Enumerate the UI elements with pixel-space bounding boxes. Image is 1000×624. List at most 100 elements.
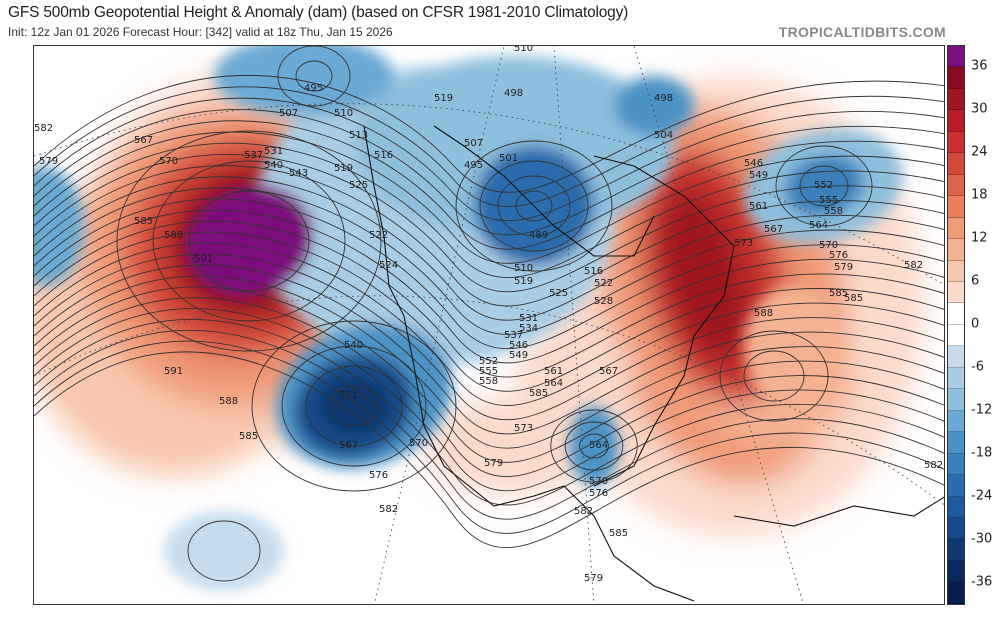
colorbar-bin <box>948 281 964 304</box>
height-contour <box>34 176 944 321</box>
contour-label: 495 <box>304 83 323 94</box>
height-contour <box>116 130 382 352</box>
contour-label: 504 <box>654 130 673 141</box>
contour-label: 534 <box>519 323 538 334</box>
contour-label: 570 <box>159 156 178 167</box>
contour-label: 558 <box>824 206 843 217</box>
colorbar-bin <box>948 432 964 454</box>
height-contour <box>515 190 553 222</box>
height-contour <box>34 319 944 506</box>
colorbar-label: 18 <box>971 187 988 203</box>
height-contour <box>34 75 944 193</box>
height-contour <box>34 242 944 406</box>
colorbar-bin <box>948 131 964 154</box>
contour-label: 579 <box>484 458 503 469</box>
colorbar-bin <box>948 67 964 89</box>
contour-label: 513 <box>349 130 368 141</box>
contour-label: 540 <box>344 340 363 351</box>
contour-label: 579 <box>39 156 58 167</box>
contour-label: 537 <box>504 330 523 341</box>
height-contour <box>34 340 944 534</box>
contour-label: 576 <box>369 470 388 481</box>
height-contour <box>34 109 944 236</box>
height-contour <box>34 351 944 549</box>
contour-label: 522 <box>594 278 613 289</box>
contour-label: 524 <box>379 260 398 271</box>
contour-label: 498 <box>654 93 673 104</box>
height-contour <box>719 330 829 422</box>
contour-label: 585 <box>609 528 628 539</box>
height-contour <box>34 142 944 279</box>
contour-label: 570 <box>409 438 428 449</box>
map-canvas: 5825795675705855885915915885855855825795… <box>34 46 944 604</box>
height-contour <box>251 320 457 492</box>
contour-label: 570 <box>589 476 608 487</box>
contour-label: 582 <box>34 123 53 134</box>
colorbar-label: 0 <box>971 316 980 332</box>
colorbar-bin <box>948 517 964 540</box>
height-contour <box>152 160 346 322</box>
colorbar-bin <box>948 88 964 111</box>
colorbar-label: -6 <box>971 359 984 375</box>
contour-label: 570 <box>819 240 838 251</box>
height-contour <box>187 520 261 582</box>
latlon-gridline <box>553 46 595 604</box>
height-contour <box>188 190 310 292</box>
contour-label: 567 <box>599 366 618 377</box>
contour-label: 567 <box>339 440 358 451</box>
anomaly-region <box>164 511 284 591</box>
height-contour <box>34 154 944 293</box>
contour-label: 591 <box>164 366 183 377</box>
contour-label: 585 <box>829 288 848 299</box>
contour-label: 582 <box>924 460 943 471</box>
contour-label: 507 <box>464 138 483 149</box>
contour-label: 576 <box>829 250 848 261</box>
anomaly-peak <box>185 184 313 298</box>
contour-label: 495 <box>464 160 483 171</box>
colorbar-bin <box>948 496 964 518</box>
colorbar-label: 36 <box>971 58 988 74</box>
colorbar-bin <box>948 367 964 390</box>
contour-label: 501 <box>499 153 518 164</box>
colorbar-bin <box>948 582 964 604</box>
contour-label: 543 <box>289 168 308 179</box>
colorbar-bin <box>948 410 964 433</box>
contour-label: 573 <box>734 238 753 249</box>
height-contour <box>34 286 944 463</box>
contour-label: 552 <box>814 180 833 191</box>
contour-label: 582 <box>574 506 593 517</box>
height-contour <box>34 253 944 421</box>
colorbar-label: 6 <box>971 273 980 289</box>
contour-label: 561 <box>749 201 768 212</box>
colorbar-bin <box>948 324 964 347</box>
contour-label: 525 <box>349 180 368 191</box>
anomaly-region <box>658 188 750 364</box>
contour-label: 567 <box>764 224 783 235</box>
contour-label: 489 <box>529 230 548 241</box>
colorbar-label: 24 <box>971 144 988 160</box>
coastline <box>593 155 735 487</box>
colorbar-label: -36 <box>971 574 993 590</box>
colorbar-bin <box>948 217 964 240</box>
coastline <box>433 125 655 257</box>
coastline <box>363 125 695 602</box>
height-contour <box>281 345 427 467</box>
colorbar-bin <box>948 110 964 132</box>
contour-label: 516 <box>374 150 393 161</box>
colorbar-bin <box>948 346 964 368</box>
contour-label: 546 <box>744 158 763 169</box>
height-contour <box>34 187 944 335</box>
contour-label: 552 <box>479 356 498 367</box>
contour-label: 519 <box>514 276 533 287</box>
height-contour <box>34 198 944 350</box>
contour-label: 585 <box>239 431 258 442</box>
height-contour <box>497 175 571 237</box>
colorbar <box>947 45 965 605</box>
contour-label: 510 <box>514 263 533 274</box>
contour-label: 555 <box>819 195 838 206</box>
colorbar-bin <box>948 174 964 197</box>
contour-label: 564 <box>589 440 608 451</box>
coastline <box>733 496 944 527</box>
colorbar-bin <box>948 260 964 282</box>
height-contour <box>295 60 333 92</box>
